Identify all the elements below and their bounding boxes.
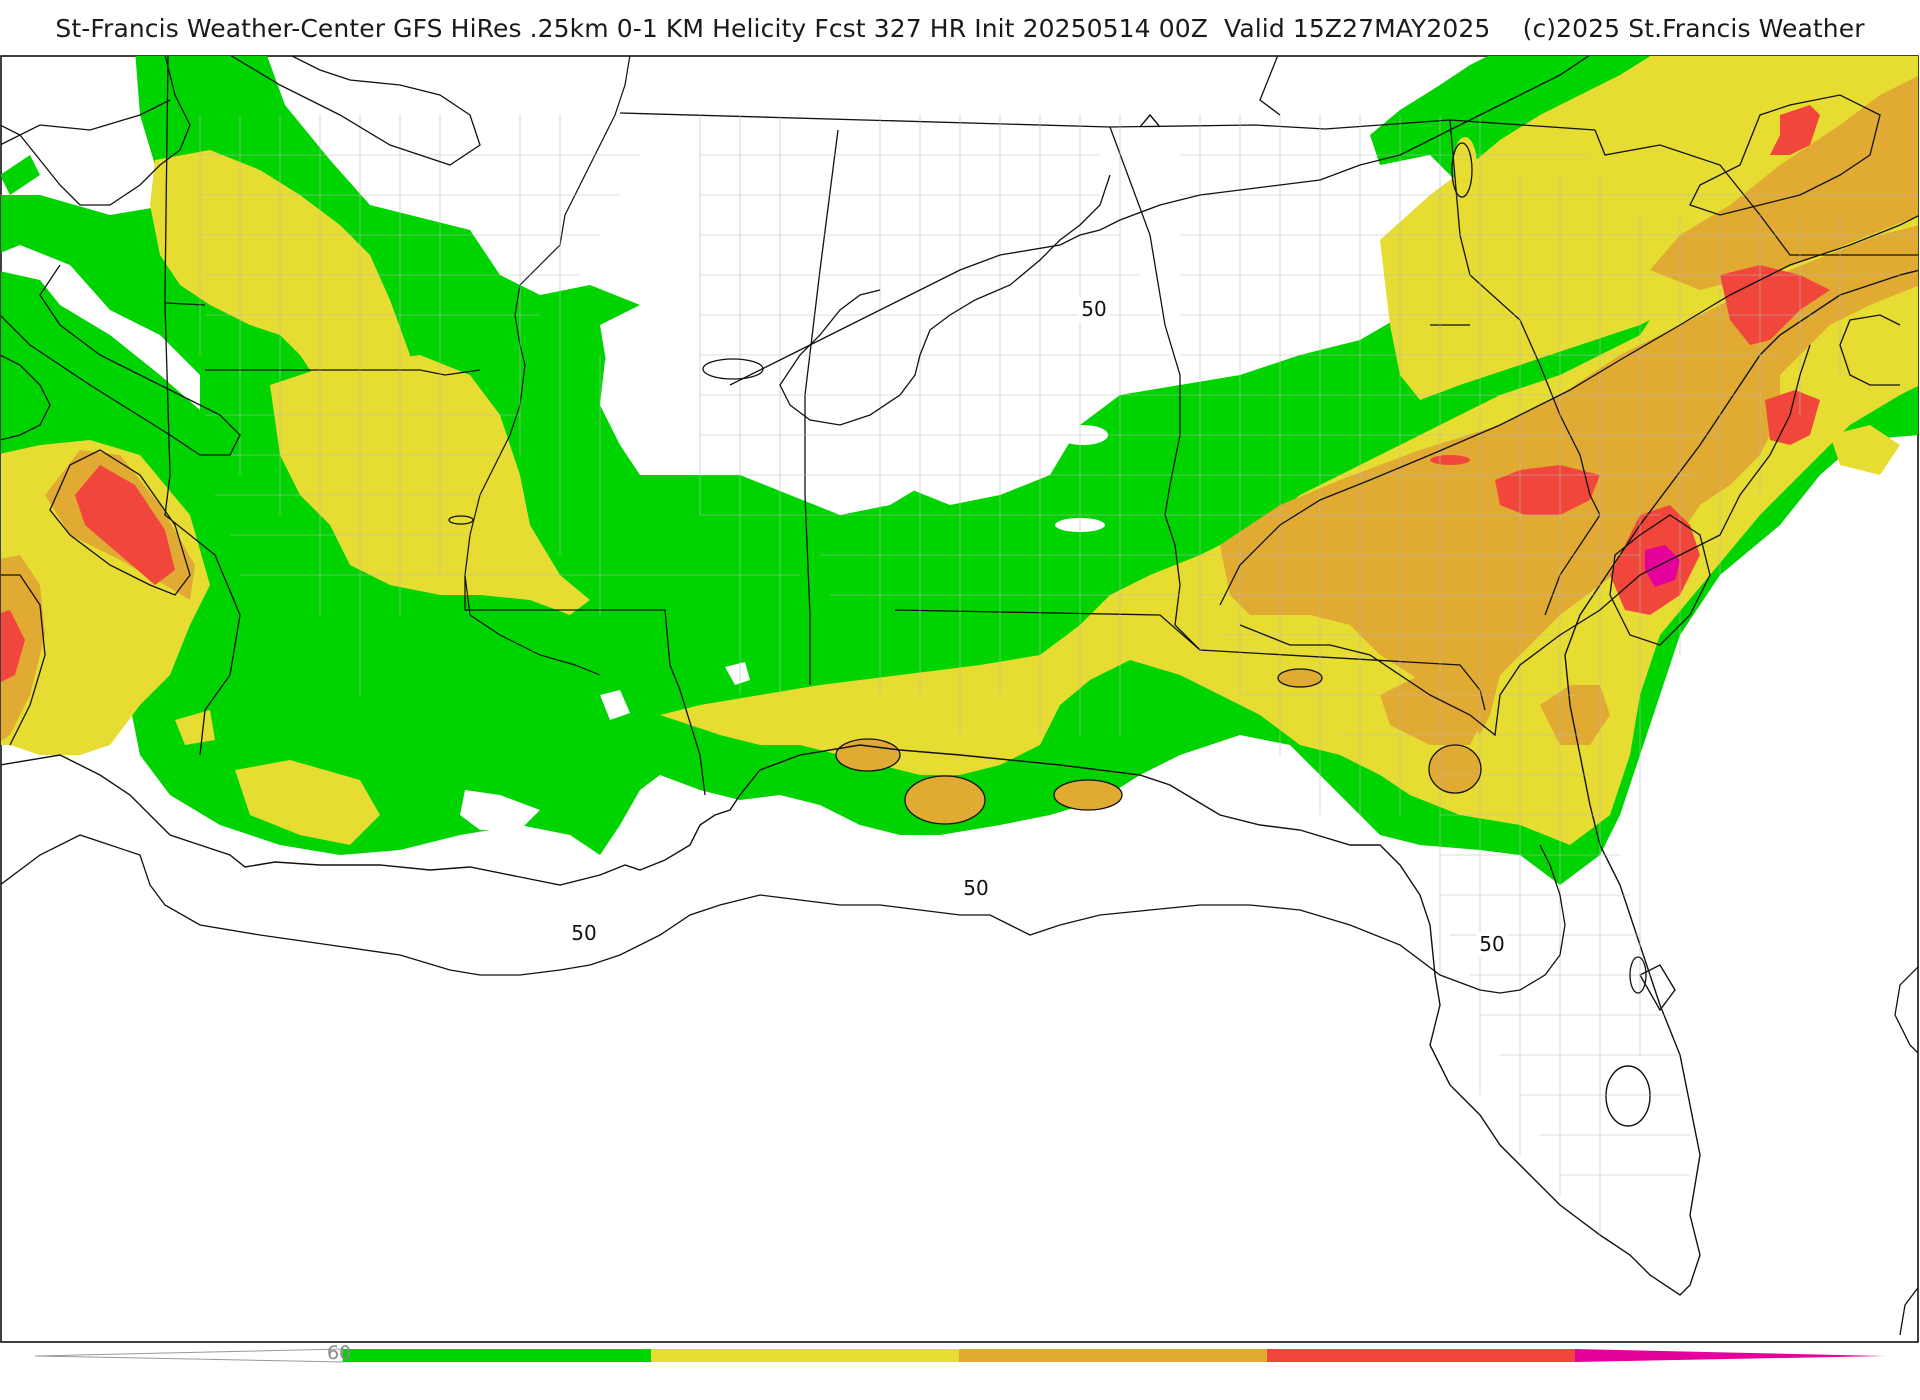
contour-label: 50	[1081, 297, 1106, 321]
color-legend	[34, 1348, 1885, 1363]
legend-tick-label: 60	[327, 1342, 352, 1364]
legend-swatch-orange	[959, 1349, 1267, 1362]
legend-swatch-green	[343, 1349, 651, 1362]
contour-50-ms-al	[729, 56, 1590, 386]
legend-low-taper	[34, 1348, 344, 1363]
contour-label: 50	[963, 876, 988, 900]
contour-label: 50	[1479, 932, 1504, 956]
coastline	[1, 113, 1918, 1296]
helicity-map: 50 50 50 50	[0, 55, 1919, 1343]
contour-50-gulf	[1, 834, 1501, 994]
mississippi-river	[464, 56, 631, 676]
legend-swatch-red	[1267, 1349, 1575, 1362]
helicity-contours	[1, 56, 1918, 1336]
legend-swatch-yellow	[651, 1349, 959, 1362]
contour-label-group: 50 50 50 50	[568, 297, 1508, 958]
contour-label: 50	[571, 921, 596, 945]
magenta-shade	[1645, 545, 1680, 587]
legend-high-taper	[1575, 1349, 1885, 1362]
map-title: St-Francis Weather-Center GFS HiRes .25k…	[55, 14, 1865, 43]
